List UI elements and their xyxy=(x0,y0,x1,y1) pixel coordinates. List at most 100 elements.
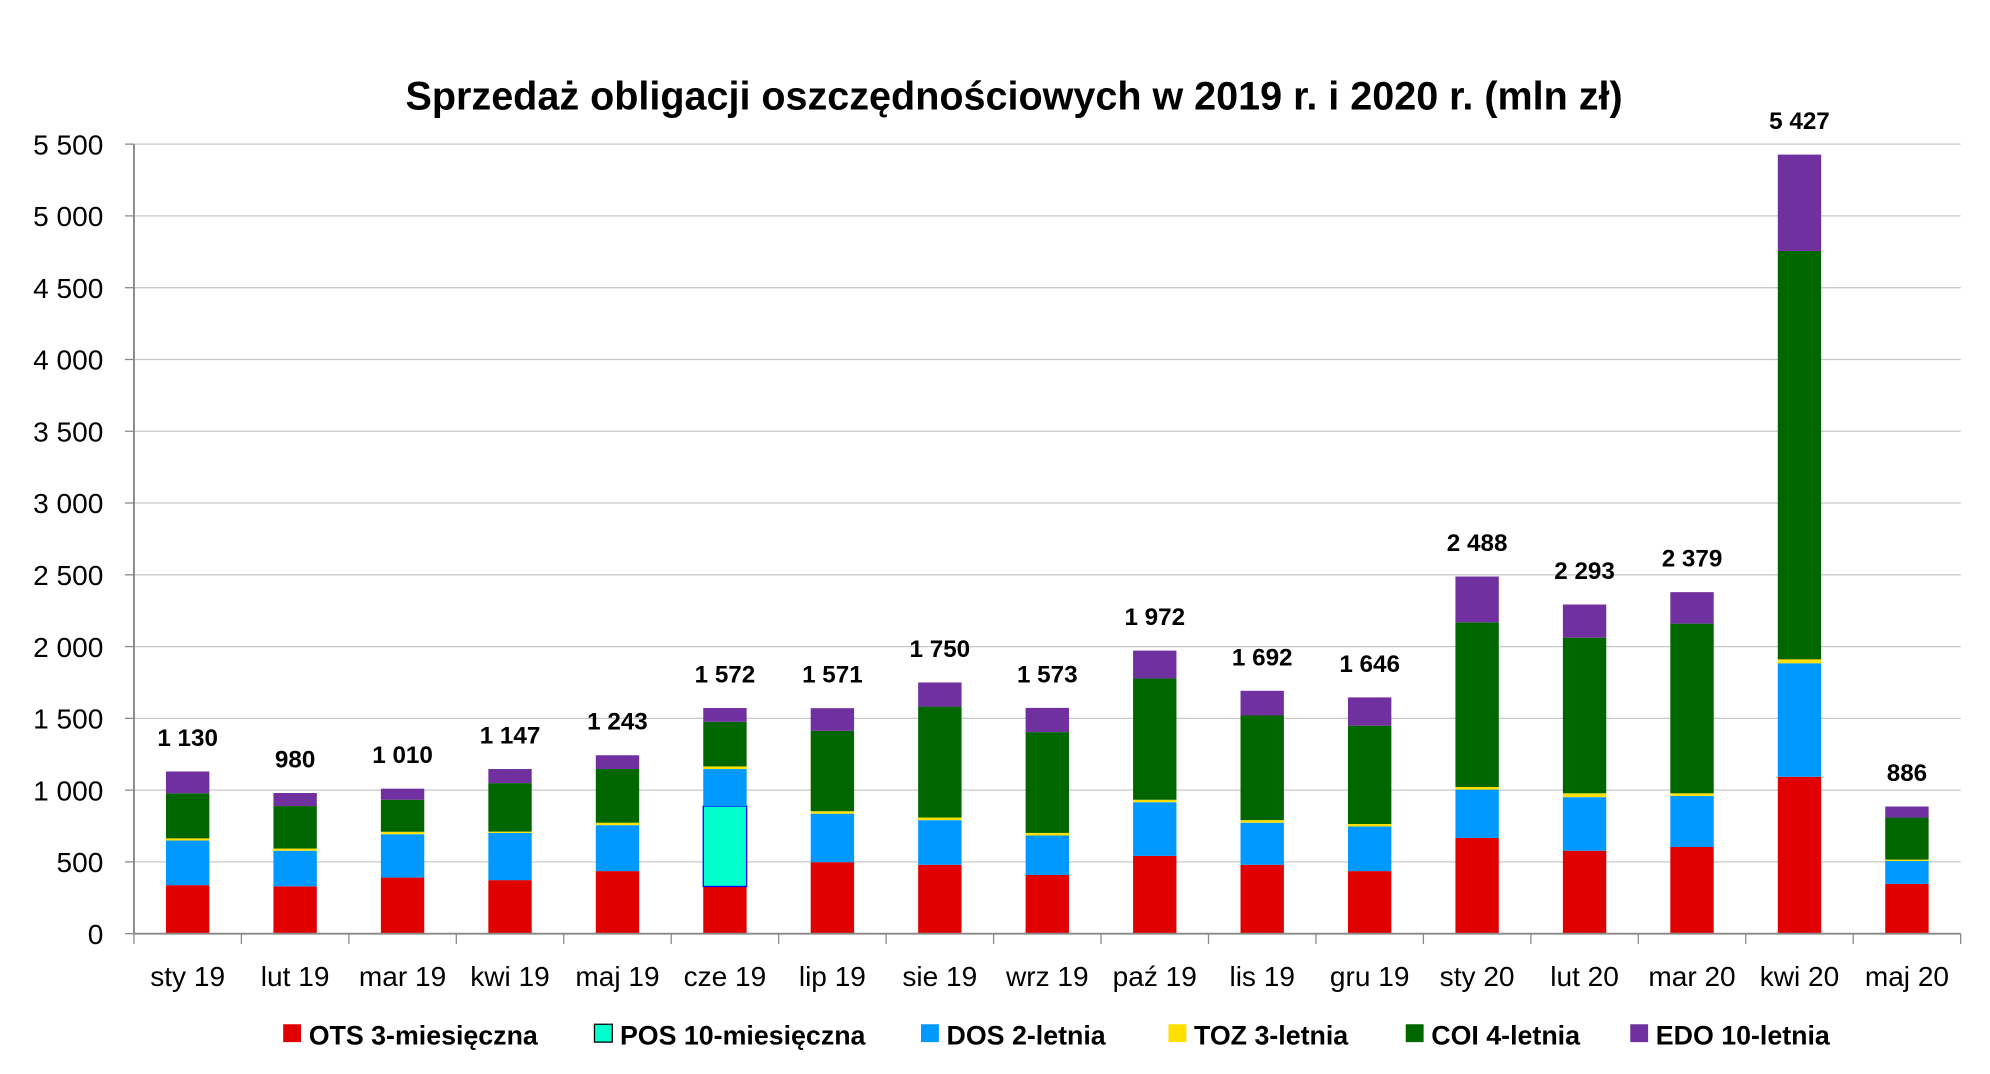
bar-segment-coi xyxy=(1562,637,1607,794)
bar-segment-ots xyxy=(273,886,317,934)
x-tick-label: wrz 19 xyxy=(1005,961,1089,992)
bar-segment-ots xyxy=(1133,855,1177,934)
y-tick-label: 2 000 xyxy=(33,632,103,663)
bar-segment-ots xyxy=(1670,846,1714,934)
bar-segment-coi xyxy=(1025,732,1069,833)
y-tick-label: 5 000 xyxy=(33,201,103,232)
bar-segment-edo xyxy=(1885,806,1929,818)
total-label: 886 xyxy=(1887,760,1927,787)
total-label: 1 972 xyxy=(1124,604,1185,631)
bar-segment-coi xyxy=(1670,623,1714,794)
bar-segment-toz xyxy=(273,848,317,851)
bar-segment-dos xyxy=(918,820,962,865)
bar-segment-toz xyxy=(1777,659,1822,664)
legend-label: OTS 3-miesięczna xyxy=(309,1021,539,1051)
bar-segment-ots xyxy=(488,880,532,934)
bar-segment-toz xyxy=(1133,799,1177,803)
total-label: 2 293 xyxy=(1554,558,1615,585)
bar-segment-edo xyxy=(1670,592,1714,624)
y-tick-label: 5 500 xyxy=(33,129,103,160)
bar-segment-toz xyxy=(1347,824,1392,827)
bar-segment-ots xyxy=(1347,871,1392,934)
x-tick-label: lut 20 xyxy=(1550,961,1619,992)
bar-segment-toz xyxy=(810,811,855,814)
bar-segment-edo xyxy=(1240,690,1284,716)
bar-segment-toz xyxy=(1455,786,1499,790)
total-label: 1 692 xyxy=(1232,644,1293,671)
bar-segment-toz xyxy=(1240,820,1284,823)
bar-segment-toz xyxy=(488,831,532,833)
bar-segment-toz xyxy=(595,822,640,826)
legend-label: TOZ 3-letnia xyxy=(1194,1021,1349,1051)
x-tick-label: kwi 20 xyxy=(1760,961,1840,992)
bar-segment-coi xyxy=(273,806,317,849)
legend-swatch xyxy=(593,1023,613,1043)
bar-segment-toz xyxy=(165,838,210,841)
bar-segment-edo xyxy=(1025,707,1069,733)
bar-segment-ots xyxy=(810,862,855,934)
bar-segment-coi xyxy=(918,706,962,818)
bar-segment-dos xyxy=(1347,826,1392,872)
bar-segment-edo xyxy=(1347,697,1392,726)
bar-segment-dos xyxy=(380,834,425,878)
bar-segment-dos xyxy=(1455,789,1499,838)
bar-segment-coi xyxy=(703,721,747,767)
bar-segment-edo xyxy=(703,708,747,722)
legend-label: POS 10-miesięczna xyxy=(620,1021,867,1051)
total-label: 1 646 xyxy=(1339,651,1400,678)
bar-segment-toz xyxy=(380,831,425,835)
legend: OTS 3-miesięczna POS 10-miesięczna DOS 2-l… xyxy=(283,1021,1831,1051)
y-tick-label: 1 500 xyxy=(33,704,103,735)
total-label: 1 750 xyxy=(910,636,971,663)
bar-segment-ots xyxy=(1885,883,1929,934)
bar-segment-dos xyxy=(165,840,210,886)
legend-swatch xyxy=(1405,1024,1424,1043)
y-tick-label: 1 000 xyxy=(33,775,103,806)
bar-segment-pos xyxy=(702,805,748,888)
total-label: 1 571 xyxy=(802,662,863,689)
y-tick-label: 0 xyxy=(88,919,104,950)
y-tick-label: 4 500 xyxy=(33,273,103,304)
bar-segment-coi xyxy=(810,730,855,812)
bar-segment-edo xyxy=(1777,154,1822,251)
bar-segment-edo xyxy=(595,755,640,770)
total-label: 1 010 xyxy=(372,742,433,769)
bar-segment-edo xyxy=(810,708,855,731)
x-tick-label: mar 19 xyxy=(359,961,446,992)
bar-segment-ots xyxy=(1240,864,1284,934)
bar-segment-edo xyxy=(380,788,425,800)
bar-segment-coi xyxy=(1133,678,1177,800)
total-label: 980 xyxy=(275,746,315,773)
bar-segment-dos xyxy=(488,832,532,881)
bar-segment-ots xyxy=(380,877,425,934)
bar-segment-dos xyxy=(1562,797,1607,851)
bar-segment-toz xyxy=(1670,793,1714,796)
x-tick-label: gru 19 xyxy=(1330,961,1410,992)
bar-segment-dos xyxy=(595,825,640,872)
bar-segment-toz xyxy=(1885,859,1929,861)
x-axis: sty 19 lut 19 mar 19 kwi 19 maj 19 cze 19 lip … xyxy=(133,932,1962,992)
total-label: 5 427 xyxy=(1769,108,1830,135)
legend-swatch xyxy=(1630,1024,1649,1043)
y-tick-label: 3 000 xyxy=(33,488,103,519)
legend-swatch xyxy=(921,1024,939,1043)
x-tick-label: sty 19 xyxy=(150,961,225,992)
x-tick-label: maj 19 xyxy=(575,961,659,992)
total-label: 2 488 xyxy=(1447,530,1508,557)
x-tick-label: maj 20 xyxy=(1865,961,1949,992)
x-tick-label: lis 19 xyxy=(1229,961,1294,992)
bar-segment-ots xyxy=(595,871,640,934)
total-label: 1 130 xyxy=(157,725,218,752)
bar-segment-coi xyxy=(488,783,532,832)
gridlines xyxy=(133,143,1961,863)
bar-segment-edo xyxy=(273,793,317,807)
bar-segment-edo xyxy=(1562,604,1607,638)
bar-segment-coi xyxy=(380,799,425,832)
bar-segment-toz xyxy=(918,817,962,821)
chart-title: Sprzedaż obligacji oszczędnościowych w 2… xyxy=(406,75,1623,119)
bar-segment-edo xyxy=(1133,650,1177,679)
y-tick-label: 3 500 xyxy=(33,416,103,447)
legend-label: COI 4-letnia xyxy=(1431,1021,1581,1051)
x-tick-label: paź 19 xyxy=(1113,961,1197,992)
